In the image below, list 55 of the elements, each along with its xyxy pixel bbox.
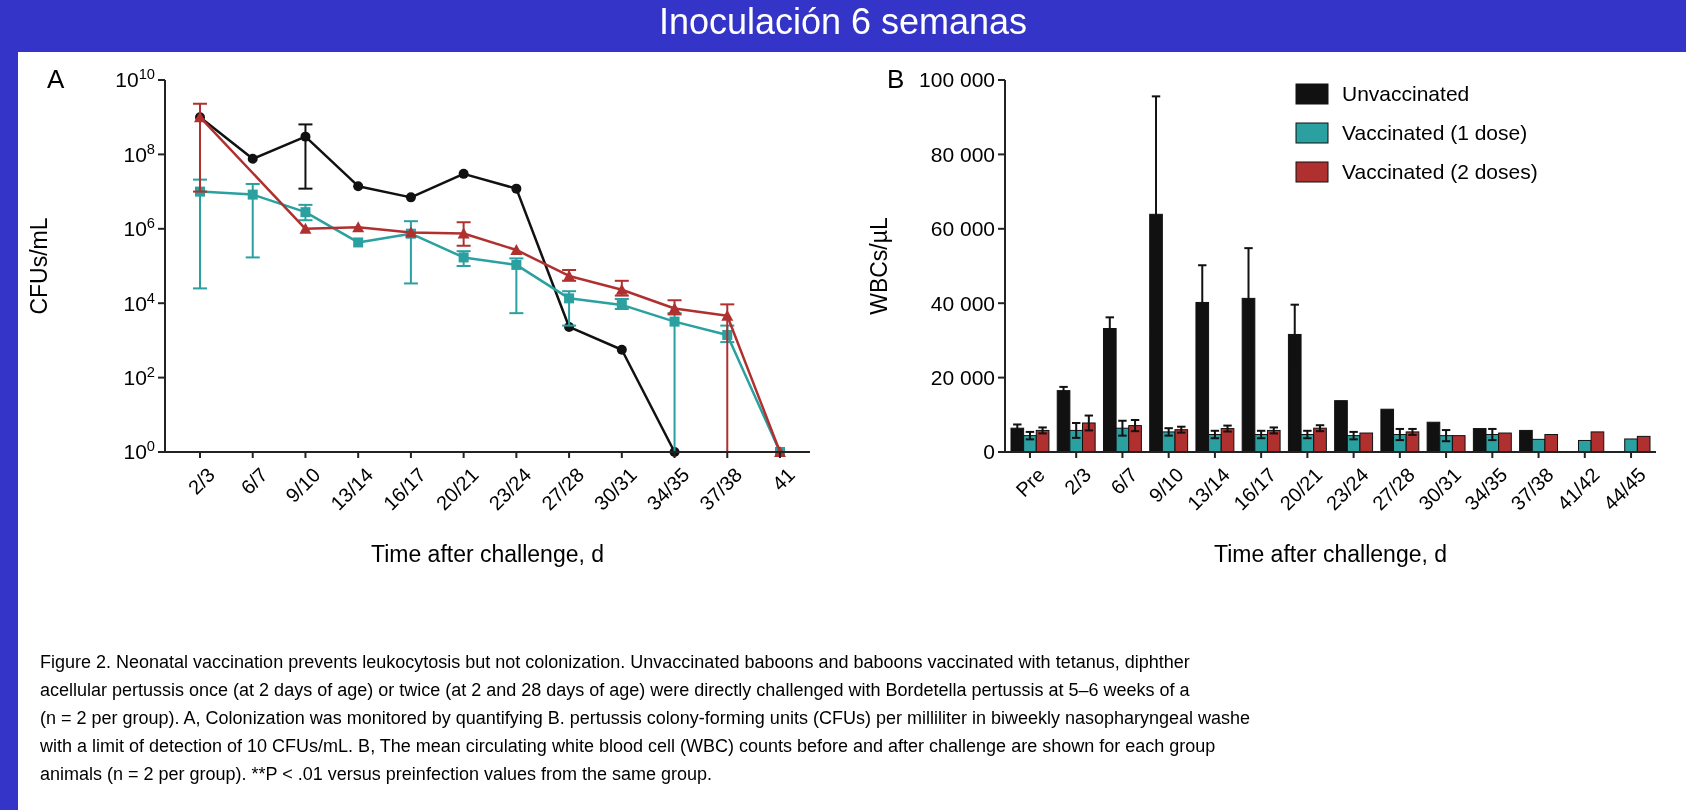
y-tick-label: 10$^{2}$ bbox=[123, 363, 155, 389]
x-axis-title: Time after challenge, d bbox=[1213, 541, 1448, 567]
point bbox=[721, 309, 734, 321]
x-axis-title: Time after challenge, d bbox=[370, 541, 605, 567]
x-tick-label: 9/10 bbox=[281, 463, 325, 507]
y-axis-title: WBCs/µL bbox=[866, 217, 892, 315]
point bbox=[457, 227, 470, 239]
point bbox=[247, 189, 258, 200]
point bbox=[353, 237, 364, 248]
y-tick-label: 60 000 bbox=[930, 217, 995, 241]
x-tick-label: Pre bbox=[1011, 463, 1049, 502]
point bbox=[511, 183, 522, 194]
point bbox=[247, 153, 258, 164]
y-tick-label: 10$^{0}$ bbox=[123, 438, 155, 464]
x-tick-label: 6/7 bbox=[236, 463, 272, 499]
point bbox=[669, 316, 680, 327]
point bbox=[405, 192, 416, 203]
y-tick-label: 10$^{6}$ bbox=[123, 215, 155, 241]
text: acellular pertussis once (at 2 days of age) or twice (at 2 and 28 days of age) were directly challenged with Bordetella pertussis at 5–6 weeks of a bbox=[40, 680, 1191, 700]
y-tick-label: 80 000 bbox=[930, 142, 995, 166]
point bbox=[511, 259, 522, 270]
y-tick-label: 10$^{4}$ bbox=[123, 289, 155, 315]
point bbox=[458, 252, 469, 263]
y-tick-label: 20 000 bbox=[930, 365, 995, 389]
y-tick-label: 0 bbox=[983, 440, 995, 464]
point bbox=[352, 221, 365, 233]
text: animals (n = 2 per group). **P < .01 versus preinfection values from the same group. bbox=[40, 764, 713, 784]
y-tick-label: 10$^{10}$ bbox=[115, 66, 155, 92]
caption: Figure 2. Neonatal vaccination prevents leukocytosis but not colonization. Unvaccinated baboons and baboons vaccinated with tetanus, diphther bbox=[40, 652, 1190, 672]
chart-title: Inoculación 6 semanas bbox=[658, 1, 1028, 43]
text: with a limit of detection of 10 CFUs/mL. B, The mean circulating white blood cell (WBC) counts before and after challenge are shown for each group bbox=[39, 736, 1216, 756]
point bbox=[564, 293, 575, 304]
point bbox=[510, 243, 523, 255]
x-tick-label: 9/10 bbox=[1144, 463, 1188, 507]
point bbox=[300, 131, 311, 142]
text: A bbox=[47, 64, 65, 94]
y-axis-title: CFUs/mL bbox=[26, 217, 52, 315]
point bbox=[458, 168, 469, 179]
point bbox=[299, 222, 312, 234]
legend-label: Vaccinated (1 dose) bbox=[1342, 121, 1528, 145]
legend-label: Unvaccinated bbox=[1342, 82, 1470, 106]
point bbox=[615, 283, 628, 295]
point bbox=[300, 207, 311, 218]
text: (n = 2 per group). A, Colonization was monitored by quantifying B. pertussis colony-forming units (CFUs) per milliliter in biweekly nasopharyngeal washe bbox=[40, 708, 1251, 728]
x-tick-label: 41 bbox=[767, 463, 800, 495]
y-tick-label: 10$^{8}$ bbox=[123, 140, 155, 166]
point bbox=[616, 344, 627, 355]
y-tick-label: 100 000 bbox=[919, 68, 995, 92]
x-tick-label: 6/7 bbox=[1106, 463, 1142, 499]
y-tick-label: 40 000 bbox=[930, 291, 995, 315]
point bbox=[353, 181, 364, 192]
x-tick-label: 2/3 bbox=[183, 463, 220, 499]
text: B bbox=[887, 64, 905, 94]
x-tick-label: 2/3 bbox=[1059, 463, 1096, 499]
legend-label: Vaccinated (2 doses) bbox=[1342, 160, 1538, 184]
